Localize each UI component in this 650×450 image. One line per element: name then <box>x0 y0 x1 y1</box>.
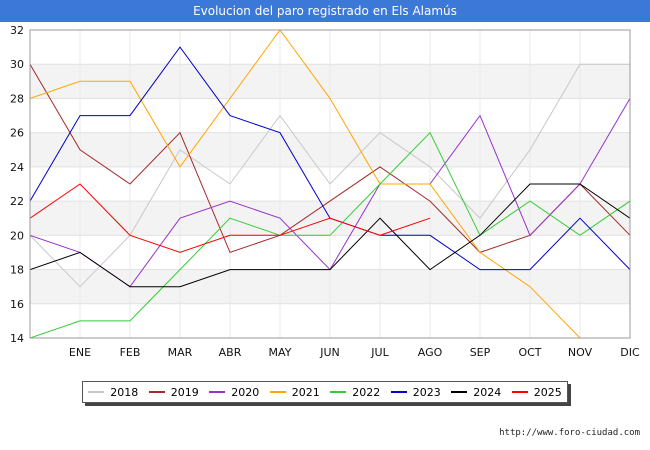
plot-frame <box>29 29 631 339</box>
legend-swatch <box>390 391 407 393</box>
series-line-2021 <box>30 30 581 338</box>
legend-item-2024: 2024 <box>451 386 501 399</box>
legend-label: 2019 <box>170 385 199 399</box>
x-tick-label: JUN <box>319 346 340 359</box>
y-axis-ticks: 14 16 18 20 22 24 26 28 30 32 <box>10 24 24 345</box>
legend-label: 2018 <box>110 385 139 399</box>
x-tick-label: JUL <box>370 346 389 359</box>
x-tick-label: DIC <box>620 346 640 359</box>
legend-swatch <box>330 391 347 393</box>
legend-item-2022: 2022 <box>330 386 380 399</box>
legend-item-2020: 2020 <box>209 386 259 399</box>
x-tick-label: OCT <box>518 346 541 359</box>
legend-label: 2021 <box>291 385 320 399</box>
legend-label: 2024 <box>473 385 502 399</box>
legend-item-2025: 2025 <box>511 385 562 399</box>
series-lines <box>30 30 630 338</box>
legend-item-2021: 2021 <box>269 385 320 399</box>
legend-swatch <box>88 391 105 393</box>
series-line-2025 <box>30 183 431 253</box>
y-tick-label: 22 <box>10 195 24 208</box>
y-tick-label: 24 <box>10 161 24 174</box>
y-tick-label: 20 <box>10 229 24 242</box>
legend-swatch <box>511 391 528 393</box>
chart-title: Evolucion del paro registrado en Els Ala… <box>0 0 650 22</box>
legend-label: 2022 <box>352 385 381 399</box>
y-tick-label: 26 <box>10 127 24 140</box>
series-line-2024 <box>30 183 630 288</box>
x-tick-label: MAY <box>269 346 292 359</box>
y-tick-label: 14 <box>10 332 24 345</box>
y-tick-label: 28 <box>10 92 24 105</box>
y-tick-label: 30 <box>10 58 24 71</box>
legend-item-2023: 2023 <box>390 385 441 399</box>
x-tick-label: FEB <box>120 346 141 359</box>
legend-swatch <box>269 391 286 393</box>
y-tick-label: 16 <box>10 298 24 311</box>
series-line-2022 <box>30 131 630 338</box>
source-url: http://www.foro-ciudad.com <box>499 428 640 438</box>
legend: 2018 2019 2020 2021 2022 2023 2024 2025 <box>82 381 568 403</box>
x-tick-label: ABR <box>219 346 242 359</box>
legend-label: 2020 <box>231 385 260 399</box>
x-axis-ticks: ENE FEB MAR ABR MAY JUN JUL AGO SEP OCT NOV DIC <box>69 346 640 359</box>
x-tick-label: ENE <box>69 346 91 359</box>
x-tick-label: NOV <box>568 346 593 359</box>
legend-item-2019: 2019 <box>148 385 199 399</box>
legend-swatch <box>209 391 226 393</box>
y-tick-label: 18 <box>10 264 24 277</box>
legend-swatch <box>451 391 468 393</box>
legend-label: 2025 <box>533 385 562 399</box>
legend-swatch <box>148 391 165 393</box>
y-tick-label: 32 <box>10 24 24 37</box>
x-tick-label: MAR <box>168 346 193 359</box>
x-tick-label: AGO <box>418 346 443 359</box>
legend-label: 2023 <box>412 385 441 399</box>
legend-item-2018: 2018 <box>88 386 138 399</box>
x-tick-label: SEP <box>470 346 491 359</box>
